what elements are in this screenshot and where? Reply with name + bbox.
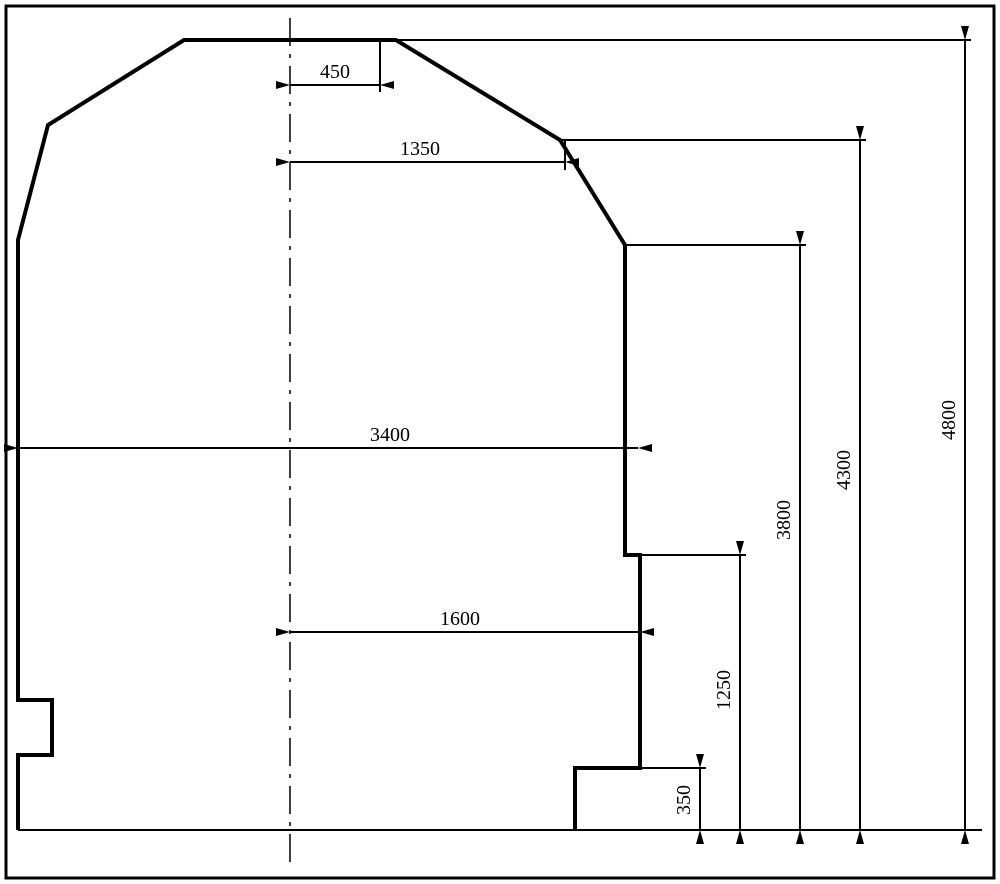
hdim-label-1350: 1350: [400, 138, 440, 160]
vdim-3800: 3800: [625, 231, 806, 844]
engineering-drawing: 450 1350 3400 1600 350 1250 3800 4300 4800: [0, 0, 1000, 884]
hdim-3400: 3400: [4, 424, 652, 452]
hdim-label-3400: 3400: [370, 424, 410, 446]
profile-outline: [18, 40, 640, 830]
vdim-4800: 4800: [396, 26, 971, 844]
hdim-1600: 1600: [276, 555, 654, 640]
vdim-label-4300: 4300: [833, 450, 855, 490]
vdim-label-4800: 4800: [938, 400, 960, 440]
vdim-label-350: 350: [673, 785, 695, 815]
hdim-450: 450: [276, 40, 394, 92]
hdim-label-450: 450: [320, 61, 350, 83]
vdim-label-1250: 1250: [713, 670, 735, 710]
vdim-label-3800: 3800: [773, 500, 795, 540]
vdim-4300: 4300: [560, 126, 866, 844]
hdim-1350: 1350: [276, 138, 579, 170]
hdim-label-1600: 1600: [440, 608, 480, 630]
drawing-frame: [6, 6, 994, 878]
